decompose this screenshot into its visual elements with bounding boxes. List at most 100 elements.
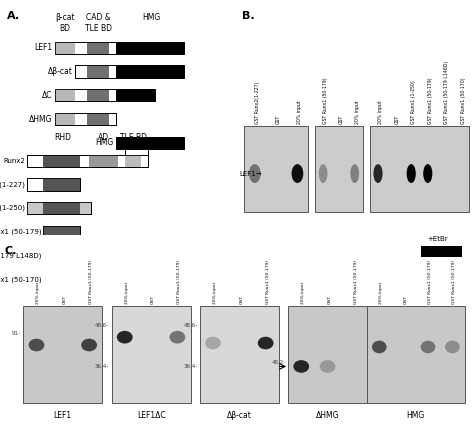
- Text: GST Runx1 (50-179): GST Runx1 (50-179): [323, 78, 328, 124]
- Text: GST Runx1 (1-250): GST Runx1 (1-250): [411, 80, 416, 124]
- Bar: [55, 42, 75, 54]
- Text: HMG: HMG: [96, 138, 114, 147]
- Text: 36.4-: 36.4-: [95, 364, 109, 369]
- Bar: [27, 179, 80, 191]
- Bar: [44, 273, 73, 286]
- Text: 91-: 91-: [12, 331, 21, 336]
- Text: 20% input: 20% input: [298, 101, 302, 124]
- Text: HMG: HMG: [142, 13, 161, 23]
- Bar: [44, 202, 80, 214]
- Bar: [23, 306, 102, 404]
- Bar: [44, 179, 80, 191]
- Text: 20% input: 20% input: [213, 282, 217, 304]
- Text: 20% input: 20% input: [301, 282, 305, 304]
- Bar: [44, 249, 83, 262]
- Ellipse shape: [81, 339, 97, 351]
- Text: GST: GST: [339, 115, 344, 124]
- Text: Runx1 (50-179): Runx1 (50-179): [0, 229, 41, 235]
- Bar: [44, 249, 73, 262]
- Bar: [55, 89, 155, 101]
- Ellipse shape: [374, 164, 383, 183]
- Text: GST Runx1 (50-179): GST Runx1 (50-179): [89, 260, 93, 304]
- Text: Runx1 (50-179 L148D): Runx1 (50-179 L148D): [0, 253, 41, 259]
- Text: GST Runx1 (50-179): GST Runx1 (50-179): [265, 260, 270, 304]
- Text: Runx1 (50-170): Runx1 (50-170): [0, 276, 41, 283]
- Bar: [288, 306, 367, 404]
- Bar: [27, 155, 148, 167]
- Text: 20% input: 20% input: [125, 282, 129, 304]
- Text: 48.2-: 48.2-: [272, 360, 286, 365]
- Ellipse shape: [407, 164, 416, 183]
- Text: GST: GST: [404, 295, 408, 304]
- Text: Δβ-cat: Δβ-cat: [48, 67, 73, 76]
- Bar: [87, 89, 109, 101]
- Bar: [55, 89, 75, 101]
- Bar: [87, 113, 109, 125]
- Text: GST Runx1 (50-179): GST Runx1 (50-179): [452, 260, 456, 304]
- Text: GST Runx1 (50-179 L148D): GST Runx1 (50-179 L148D): [444, 61, 449, 124]
- Bar: [27, 202, 91, 214]
- Bar: [27, 179, 80, 191]
- Text: GST Runx2(1-227): GST Runx2(1-227): [255, 82, 260, 124]
- Ellipse shape: [372, 341, 387, 354]
- Bar: [44, 273, 73, 286]
- Bar: [116, 89, 155, 101]
- Bar: [44, 226, 80, 238]
- Ellipse shape: [319, 360, 336, 373]
- Bar: [75, 65, 184, 78]
- Bar: [44, 226, 80, 238]
- Text: GST: GST: [276, 115, 281, 124]
- Text: Runx2 (1-227): Runx2 (1-227): [0, 181, 25, 188]
- Text: ΔC: ΔC: [42, 91, 53, 100]
- Ellipse shape: [445, 341, 460, 354]
- Text: Δβ-cat: Δβ-cat: [227, 411, 252, 420]
- Text: 20% input: 20% input: [36, 282, 40, 304]
- Text: ΔHMG: ΔHMG: [316, 411, 339, 420]
- Text: CAD &
TLE BD: CAD & TLE BD: [84, 13, 111, 33]
- Bar: [44, 273, 73, 286]
- Bar: [89, 155, 118, 167]
- Bar: [44, 226, 80, 238]
- Bar: [87, 65, 109, 78]
- Text: LEF1: LEF1: [35, 43, 53, 52]
- Text: GST Runx1 (50-179): GST Runx1 (50-179): [428, 78, 433, 124]
- Text: AD: AD: [98, 133, 109, 142]
- Text: HMG: HMG: [407, 411, 425, 420]
- Bar: [55, 113, 75, 125]
- Text: +EtBr: +EtBr: [427, 236, 447, 242]
- Bar: [116, 65, 184, 78]
- Ellipse shape: [170, 331, 185, 344]
- Bar: [27, 202, 44, 214]
- Text: LEF1ΔC: LEF1ΔC: [137, 411, 165, 420]
- Text: 20% input: 20% input: [355, 101, 360, 124]
- Ellipse shape: [28, 339, 45, 351]
- Text: Runx1 (1-250): Runx1 (1-250): [0, 205, 25, 211]
- Text: GST: GST: [328, 295, 332, 304]
- Text: 36.4-: 36.4-: [183, 364, 198, 369]
- Text: A.: A.: [7, 11, 20, 21]
- Ellipse shape: [293, 360, 309, 373]
- Bar: [27, 155, 148, 167]
- Bar: [421, 245, 462, 257]
- Bar: [367, 306, 465, 404]
- Text: GST: GST: [151, 295, 155, 304]
- Text: LEF1: LEF1: [54, 411, 72, 420]
- Bar: [55, 89, 155, 101]
- Bar: [111, 306, 191, 404]
- Bar: [116, 42, 184, 54]
- Bar: [55, 113, 116, 125]
- Text: 20% input: 20% input: [378, 101, 383, 124]
- Text: 48.6-: 48.6-: [183, 323, 198, 328]
- Text: GST Runx1 (50-179): GST Runx1 (50-179): [428, 260, 432, 304]
- Bar: [55, 113, 116, 125]
- Bar: [116, 136, 184, 149]
- Bar: [44, 155, 80, 167]
- Text: GST: GST: [63, 295, 67, 304]
- Text: C.: C.: [5, 245, 17, 256]
- Bar: [80, 202, 91, 214]
- Ellipse shape: [319, 164, 328, 183]
- Text: B.: B.: [242, 11, 255, 21]
- Text: 20% input: 20% input: [379, 282, 383, 304]
- Text: 48.6-: 48.6-: [95, 323, 109, 328]
- Text: TLE BD: TLE BD: [120, 133, 147, 142]
